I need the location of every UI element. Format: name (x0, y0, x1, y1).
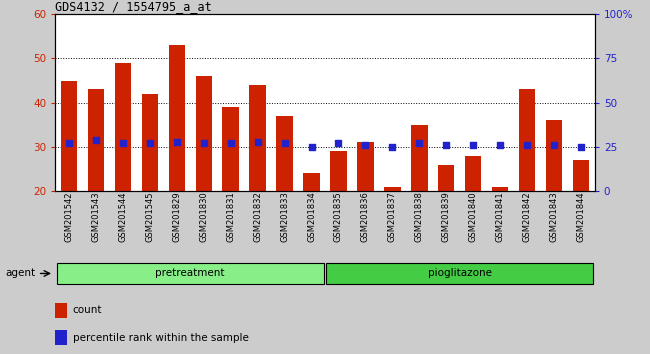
Bar (276, 116, 292, 191)
Text: GSM201840: GSM201840 (469, 191, 478, 242)
Bar (168, 45, 185, 191)
Point (172, 139, 182, 144)
Text: GDS4132 / 1554795_a_at: GDS4132 / 1554795_a_at (55, 0, 212, 13)
Text: GSM201838: GSM201838 (415, 191, 424, 242)
Point (252, 139, 263, 144)
Point (495, 142, 506, 148)
Text: GSM201834: GSM201834 (307, 191, 316, 242)
Text: GSM201543: GSM201543 (91, 191, 100, 242)
Text: GSM201830: GSM201830 (199, 191, 208, 242)
Bar (55, 330, 68, 345)
Text: GSM201843: GSM201843 (550, 191, 559, 242)
Text: agent: agent (5, 268, 35, 278)
Text: GSM201837: GSM201837 (388, 191, 397, 242)
Bar (573, 160, 590, 191)
Bar (465, 156, 482, 191)
Text: GSM201831: GSM201831 (226, 191, 235, 242)
Text: count: count (73, 305, 102, 315)
Point (414, 141, 424, 146)
Bar (330, 152, 346, 191)
Text: GSM201832: GSM201832 (253, 191, 262, 242)
Bar (519, 89, 536, 191)
Bar (438, 165, 454, 191)
Text: GSM201835: GSM201835 (334, 191, 343, 242)
Point (280, 141, 290, 146)
Bar (250, 85, 266, 191)
Text: GSM201833: GSM201833 (280, 191, 289, 242)
Text: GSM201842: GSM201842 (523, 191, 532, 242)
Point (387, 144, 398, 150)
Bar (358, 142, 374, 191)
Point (333, 141, 344, 146)
Point (468, 142, 478, 148)
Point (576, 144, 586, 150)
Point (198, 141, 209, 146)
Bar (114, 63, 131, 191)
Text: pretreatment: pretreatment (155, 268, 225, 279)
Point (90, 137, 101, 143)
Point (144, 141, 155, 146)
Bar (88, 89, 104, 191)
Point (549, 142, 560, 148)
Point (360, 142, 370, 148)
Text: GSM201841: GSM201841 (496, 191, 505, 242)
FancyBboxPatch shape (326, 263, 593, 284)
Bar (411, 125, 428, 191)
Text: percentile rank within the sample: percentile rank within the sample (73, 333, 249, 343)
Point (226, 141, 236, 146)
FancyBboxPatch shape (57, 263, 324, 284)
Bar (304, 173, 320, 191)
Text: GSM201544: GSM201544 (118, 191, 127, 242)
Point (522, 142, 532, 148)
Text: GSM201836: GSM201836 (361, 191, 370, 242)
Bar (492, 187, 508, 191)
Text: GSM201545: GSM201545 (145, 191, 154, 242)
Text: GSM201829: GSM201829 (172, 191, 181, 242)
Bar (55, 303, 68, 318)
Bar (196, 76, 212, 191)
Point (441, 142, 452, 148)
Bar (60, 80, 77, 191)
Bar (222, 107, 239, 191)
Text: GSM201839: GSM201839 (442, 191, 451, 242)
Bar (546, 120, 562, 191)
Text: GSM201542: GSM201542 (64, 191, 73, 242)
Text: pioglitazone: pioglitazone (428, 268, 492, 279)
Point (64, 141, 74, 146)
Text: GSM201844: GSM201844 (577, 191, 586, 242)
Point (118, 141, 128, 146)
Bar (384, 187, 400, 191)
Point (306, 144, 317, 150)
Bar (142, 94, 158, 191)
